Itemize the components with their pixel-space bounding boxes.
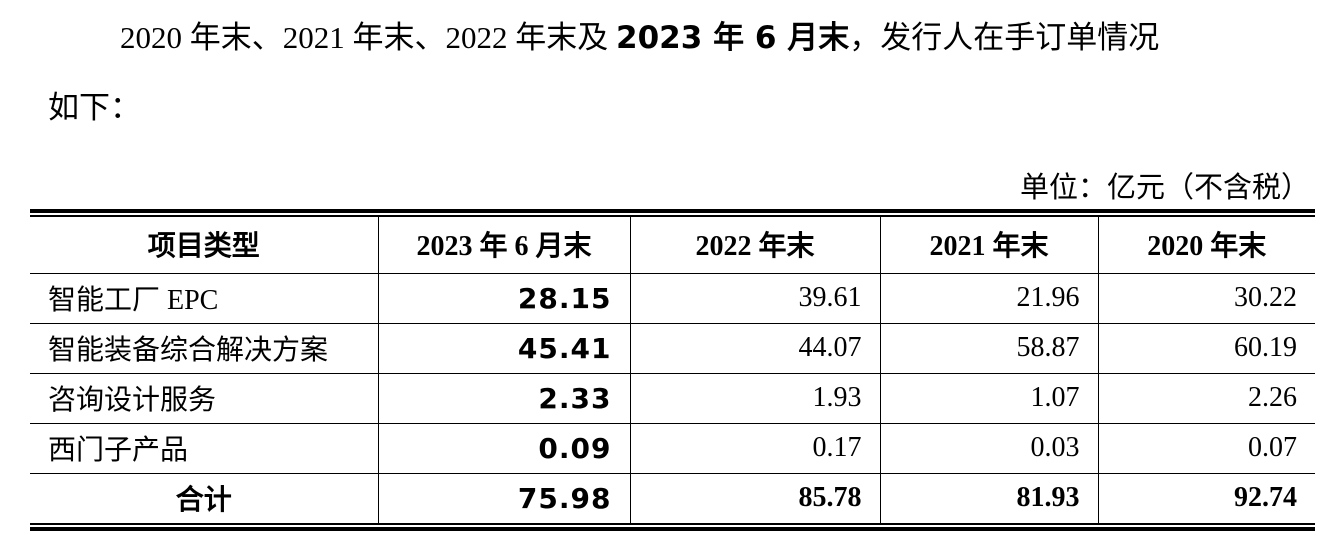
table-bottom-rule: [30, 523, 1315, 525]
cell: 30.22: [1097, 272, 1315, 324]
row-label: 西门子产品: [30, 422, 379, 474]
header-cell: 2020 年末: [1097, 216, 1315, 274]
cell: 81.93: [879, 472, 1099, 523]
table-top-rule: [30, 209, 1315, 213]
cell: 45.41: [377, 322, 631, 374]
cell: 0.07: [1097, 422, 1315, 474]
table-row: 咨询设计服务 2.33 1.93 1.07 2.26: [30, 372, 1315, 424]
cell: 28.15: [377, 272, 631, 324]
paragraph-line: 2020 年末、2021 年末、2022 年末及 2023 年 6 月末，发行人…: [48, 0, 1308, 76]
text: 2020 年末、2021 年末、2022 年末及: [120, 20, 616, 55]
text: 如下：: [48, 90, 141, 125]
cell: 2.26: [1097, 372, 1315, 424]
cell: 1.93: [629, 372, 881, 424]
cell: 21.96: [879, 272, 1099, 324]
cell: 0.03: [879, 422, 1099, 474]
cell: 39.61: [629, 272, 881, 324]
text: ，发行人在手订单情况: [849, 20, 1160, 55]
row-label: 咨询设计服务: [30, 372, 379, 424]
header-cell: 2021 年末: [879, 216, 1099, 274]
header-row: 项目类型 2023 年 6 月末 2022 年末 2021 年末 2020 年末: [30, 216, 1315, 274]
unit-label: 单位：亿元（不含税）: [1019, 172, 1310, 204]
order-table: 项目类型 2023 年 6 月末 2022 年末 2021 年末 2020 年末 智能工…: [30, 216, 1315, 523]
row-label: 智能工厂 EPC: [30, 272, 379, 324]
header-cell: 项目类型: [30, 216, 379, 274]
table-row: 智能工厂 EPC 28.15 39.61 21.96 30.22: [30, 272, 1315, 324]
cell: 85.78: [629, 472, 881, 523]
cell: 44.07: [629, 322, 881, 374]
bold-text: 2023 年 6 月末: [616, 20, 850, 56]
cell: 60.19: [1097, 322, 1315, 374]
table-top-rule: [30, 215, 1315, 217]
total-row: 合计 75.98 85.78 81.93 92.74: [30, 472, 1315, 523]
table-bottom-rule: [30, 527, 1315, 531]
paragraph: 2020 年末、2021 年末、2022 年末及 2023 年 6 月末，发行人…: [48, 0, 1308, 146]
header-cell: 2022 年末: [629, 216, 881, 274]
cell: 1.07: [879, 372, 1099, 424]
cell: 92.74: [1097, 472, 1315, 523]
table-row: 西门子产品 0.09 0.17 0.03 0.07: [30, 422, 1315, 474]
cell: 2.33: [377, 372, 631, 424]
cell: 0.09: [377, 422, 631, 474]
table-row: 智能装备综合解决方案 45.41 44.07 58.87 60.19: [30, 322, 1315, 374]
cell: 58.87: [879, 322, 1099, 374]
header-cell: 2023 年 6 月末: [377, 216, 631, 274]
row-label: 合计: [30, 472, 379, 523]
cell: 0.17: [629, 422, 881, 474]
row-label: 智能装备综合解决方案: [30, 322, 379, 374]
cell: 75.98: [377, 472, 631, 523]
